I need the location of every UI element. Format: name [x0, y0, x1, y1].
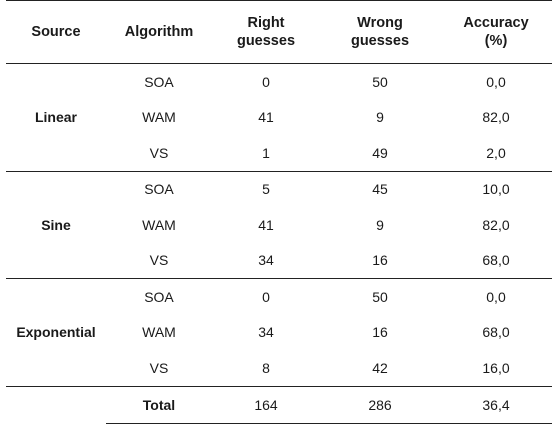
- wrong-cell: 50: [372, 288, 388, 305]
- table-row: VS 8 42 16,0: [6, 350, 552, 387]
- header-right-guesses: Right guesses: [212, 0, 320, 64]
- total-accuracy: 36,4: [440, 386, 552, 424]
- algorithm-cell: SOA: [144, 73, 174, 90]
- algorithm-cell: WAM: [142, 216, 176, 233]
- right-cell: 0: [262, 288, 270, 305]
- right-cell: 41: [258, 109, 274, 126]
- total-wrong: 286: [320, 386, 440, 424]
- accuracy-cell: 10,0: [482, 181, 510, 198]
- algorithm-cell: WAM: [142, 109, 176, 126]
- table-row: Exponential SOA 0 50 0,0: [6, 278, 552, 387]
- wrong-cell: 16: [320, 242, 440, 279]
- algorithm-cell: VS: [106, 135, 212, 172]
- algorithm-cell: VS: [106, 242, 212, 279]
- wrong-cell: 45: [372, 181, 388, 198]
- wrong-cell: 42: [320, 350, 440, 387]
- right-cell: 41: [258, 216, 274, 233]
- wrong-cell: 49: [320, 135, 440, 172]
- wrong-cell: 16: [372, 324, 388, 341]
- source-sine: Sine: [6, 171, 106, 279]
- wrong-cell: 9: [376, 109, 384, 126]
- table-row: Linear SOA 0 50 0,0: [6, 63, 552, 172]
- right-cell: 34: [258, 324, 274, 341]
- algorithm-cell: SOA: [144, 181, 174, 198]
- algorithm-cell: VS: [106, 350, 212, 387]
- wrong-cell: 50: [372, 73, 388, 90]
- header-accuracy: Accuracy (%): [440, 0, 552, 64]
- accuracy-cell: 0,0: [486, 73, 506, 90]
- accuracy-cell: 82,0: [482, 216, 510, 233]
- results-table: Source Algorithm Right guesses Wrong guess…: [6, 0, 552, 424]
- table-row: WAM 41 9 82,0: [6, 207, 552, 243]
- right-cell: 8: [212, 350, 320, 387]
- table-row: WAM 41 9 82,0: [6, 100, 552, 136]
- right-cell: 34: [212, 242, 320, 279]
- accuracy-cell: 68,0: [482, 324, 510, 341]
- total-blank-cell: [6, 386, 106, 423]
- accuracy-cell: 16,0: [440, 350, 552, 387]
- total-row: Total 164 286 36,4: [6, 386, 552, 424]
- right-cell: 0: [262, 73, 270, 90]
- table-row: VS 1 49 2,0: [6, 135, 552, 172]
- header-wrong-guesses: Wrong guesses: [320, 0, 440, 64]
- header-row: Source Algorithm Right guesses Wrong guess…: [6, 0, 552, 64]
- table-row: Sine SOA 5 45 10,0: [6, 171, 552, 279]
- source-linear: Linear: [6, 63, 106, 172]
- algorithm-cell: SOA: [144, 288, 174, 305]
- header-source: Source: [6, 0, 106, 64]
- source-exponential: Exponential: [6, 278, 106, 387]
- header-algorithm: Algorithm: [106, 0, 212, 64]
- accuracy-cell: 68,0: [440, 242, 552, 279]
- accuracy-cell: 82,0: [482, 109, 510, 126]
- total-label: Total: [106, 386, 212, 424]
- right-cell: 5: [262, 181, 270, 198]
- algorithm-cell: WAM: [142, 324, 176, 341]
- table-row: VS 34 16 68,0: [6, 242, 552, 279]
- right-cell: 1: [212, 135, 320, 172]
- accuracy-cell: 2,0: [440, 135, 552, 172]
- accuracy-cell: 0,0: [486, 288, 506, 305]
- total-right: 164: [212, 386, 320, 424]
- wrong-cell: 9: [376, 216, 384, 233]
- table-row: WAM 34 16 68,0: [6, 315, 552, 351]
